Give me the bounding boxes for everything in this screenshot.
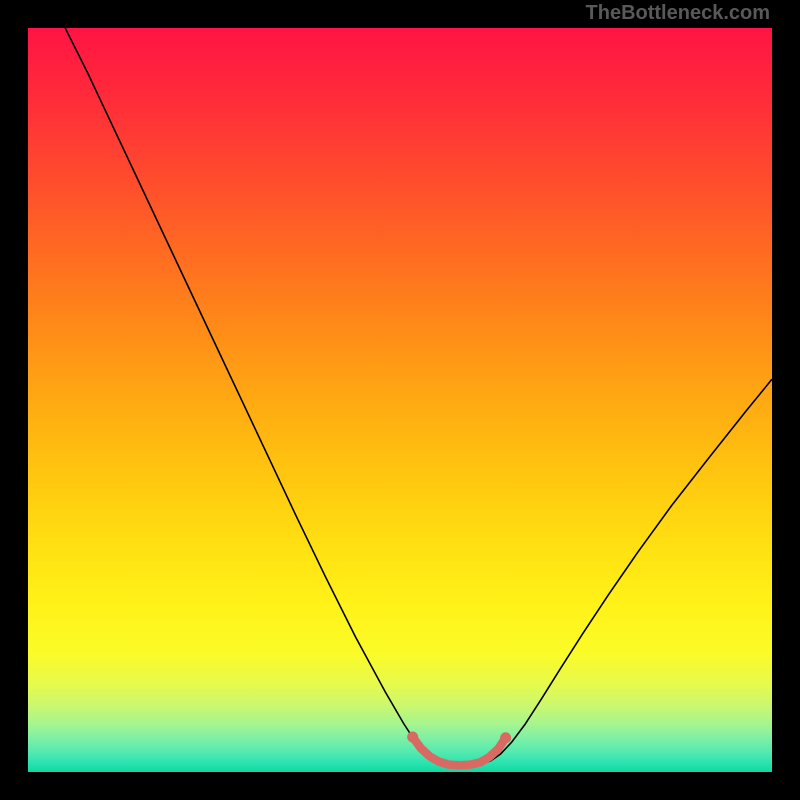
valley-marker-start-cap <box>407 732 418 743</box>
bottleneck-curve <box>65 28 772 766</box>
curve-layer <box>28 28 772 772</box>
watermark-text: TheBottleneck.com <box>586 2 770 25</box>
chart-container: TheBottleneck.com <box>0 0 800 800</box>
plot-area <box>28 28 772 772</box>
valley-marker-end-cap <box>500 732 511 743</box>
